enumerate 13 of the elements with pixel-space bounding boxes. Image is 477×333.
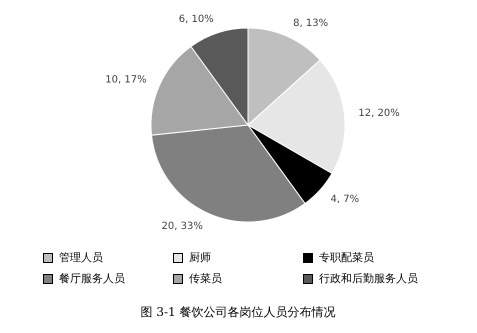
data-label: 20, 33% [162, 220, 203, 232]
legend-label: 传菜员 [189, 271, 222, 286]
legend-label: 专职配菜员 [319, 250, 374, 265]
legend-label: 管理人员 [59, 250, 103, 265]
legend-label: 行政和后勤服务人员 [319, 271, 418, 286]
text: 图 3-1 餐饮公司各岗位人员分布情况 [140, 304, 336, 321]
legend-label: 餐厅服务人员 [59, 271, 125, 286]
data-label: 4, 7% [330, 194, 360, 205]
data-label: 12, 20% [358, 108, 400, 119]
legend-label: 厨师 [189, 250, 211, 265]
data-label: 8, 13% [293, 18, 328, 30]
data-label: 10, 17% [105, 74, 147, 86]
data-label: 6, 10% [178, 14, 214, 25]
